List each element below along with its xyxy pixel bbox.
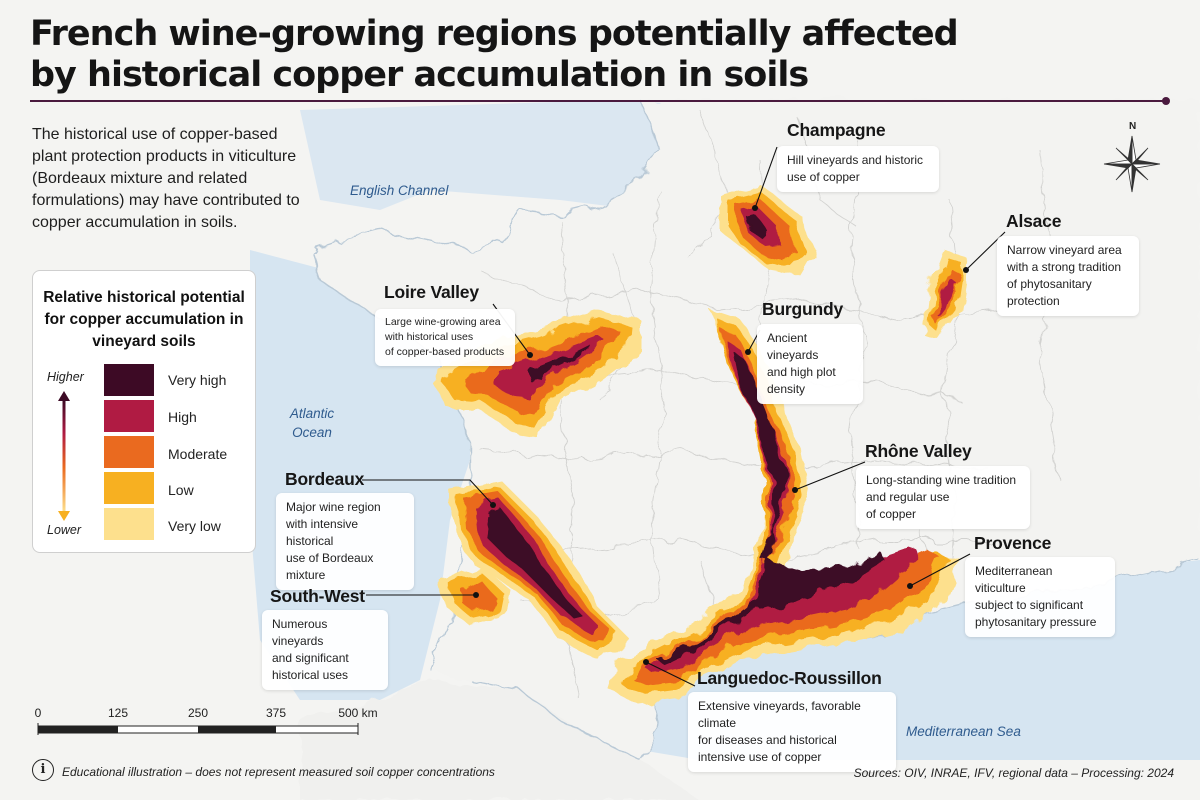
region-desc-line: use of copper xyxy=(787,170,860,184)
sources-note: Sources: OIV, INRAE, IFV, regional data … xyxy=(853,766,1174,780)
region-desc-line: and high plot xyxy=(767,365,836,379)
legend-swatch-low xyxy=(104,472,154,504)
region-card-loire-valley: Large wine-growing area with historical … xyxy=(375,309,515,366)
scale-label-250: 250 xyxy=(187,706,209,720)
legend-swatch-very-low xyxy=(104,508,154,540)
compass-north-label: N xyxy=(1129,121,1137,132)
region-name-south-west: South-West xyxy=(270,586,365,606)
region-desc-line: phytosanitary pressure xyxy=(975,615,1097,629)
region-name-burgundy: Burgundy xyxy=(762,299,844,319)
region-desc-line: Extensive vineyards, favorable climate xyxy=(698,699,861,730)
sea-label-atlantic-line-1: Atlantic xyxy=(289,406,335,421)
legend: Relative historical potential for copper… xyxy=(32,270,256,553)
region-desc-line: use of Bordeaux xyxy=(286,551,374,565)
legend-label-low: Low xyxy=(168,482,194,498)
region-card-provence: Mediterranean viticulture subject to sig… xyxy=(965,557,1115,637)
region-desc-line: Ancient vineyards xyxy=(767,331,819,362)
region-name-bordeaux: Bordeaux xyxy=(285,469,365,489)
region-desc-line: historical uses xyxy=(272,668,349,682)
region-desc-line: and regular use xyxy=(866,490,950,504)
region-desc-line: Mediterranean viticulture xyxy=(975,564,1053,595)
region-name-rhone-valley: Rhône Valley xyxy=(865,441,972,461)
region-desc-line: intensive use of copper xyxy=(698,750,822,764)
region-desc-line: Long-standing wine tradition xyxy=(866,473,1017,487)
region-desc-line: with intensive historical xyxy=(286,517,359,548)
region-desc-line: Large wine-growing area xyxy=(385,316,501,328)
region-desc-line: for diseases and historical xyxy=(698,733,837,747)
scale-label-0: 0 xyxy=(34,706,42,720)
region-desc-line: of copper-based products xyxy=(385,346,505,358)
scale-label-500km: 500 km xyxy=(338,706,378,720)
title-line-2: by historical copper accumulation in soi… xyxy=(30,55,809,95)
region-card-languedoc-roussillon: Extensive vineyards, favorable climate f… xyxy=(688,692,896,772)
sea-label-atlantic-line-2: Ocean xyxy=(292,425,332,440)
title-line-1: French wine-growing regions potentially … xyxy=(30,14,959,54)
region-desc-line: with a strong tradition xyxy=(1007,260,1122,274)
intro-text: The historical use of copper-based plant… xyxy=(32,126,300,231)
region-desc-line: protection xyxy=(1007,294,1060,308)
disclaimer-note: Educational illustration – does not repr… xyxy=(62,765,495,779)
sea-label-mediterranean: Mediterranean Sea xyxy=(906,724,1021,739)
legend-swatch-moderate xyxy=(104,436,154,468)
region-card-bordeaux: Major wine region with intensive histori… xyxy=(276,493,414,590)
legend-swatch-high xyxy=(104,400,154,432)
legend-label-high: High xyxy=(168,409,197,425)
region-name-loire-valley: Loire Valley xyxy=(384,282,479,302)
leader-dots xyxy=(473,205,969,665)
legend-swatch-very-high xyxy=(104,364,154,396)
info-icon: i xyxy=(32,759,54,781)
title-rule xyxy=(30,100,1168,102)
legend-lower-label: Lower xyxy=(47,523,82,537)
legend-higher-label: Higher xyxy=(47,370,84,384)
scale-label-375: 375 xyxy=(265,706,287,720)
scale-label-125: 125 xyxy=(107,706,129,720)
region-desc-line: Hill vineyards and historic xyxy=(787,153,924,167)
region-desc-line: Narrow vineyard area xyxy=(1007,243,1122,257)
region-card-burgundy: Ancient vineyards and high plot density xyxy=(757,324,863,404)
region-name-languedoc-roussillon: Languedoc-Roussillon xyxy=(697,668,882,688)
scale-bar-graphic xyxy=(37,723,359,735)
region-desc-line: and significant xyxy=(272,651,349,665)
page-title: French wine-growing regions potentially … xyxy=(30,14,1030,96)
region-desc-line: density xyxy=(767,382,806,396)
scale-bar: 0 125 250 375 500 km xyxy=(34,706,378,746)
legend-gradient-arrow xyxy=(58,391,70,521)
title-rule-dot xyxy=(1162,97,1170,105)
region-card-alsace: Narrow vineyard area with a strong tradi… xyxy=(997,236,1139,316)
legend-title: Relative historical potential for copper… xyxy=(43,289,245,350)
region-name-alsace: Alsace xyxy=(1006,211,1062,231)
compass-rose-icon xyxy=(1103,135,1161,193)
region-desc-line: subject to significant xyxy=(975,598,1084,612)
sea-label-english-channel: English Channel xyxy=(350,183,449,198)
region-desc-line: Numerous vineyards xyxy=(272,617,328,648)
region-desc-line: of phytosanitary xyxy=(1007,277,1092,291)
legend-label-very-high: Very high xyxy=(168,372,227,388)
region-desc-line: Major wine region xyxy=(286,500,381,514)
region-name-provence: Provence xyxy=(974,533,1052,553)
legend-label-moderate: Moderate xyxy=(168,446,228,462)
region-desc-line: mixture xyxy=(286,568,326,582)
region-desc-line: with historical uses xyxy=(385,331,474,343)
legend-label-very-low: Very low xyxy=(168,518,221,534)
region-card-south-west: Numerous vineyards and significant histo… xyxy=(262,610,388,690)
region-card-rhone-valley: Long-standing wine tradition and regular… xyxy=(856,466,1030,529)
region-desc-line: of copper xyxy=(866,507,917,521)
region-name-champagne: Champagne xyxy=(787,120,886,140)
sea-label-atlantic: Atlantic Ocean xyxy=(282,404,342,442)
region-card-champagne: Hill vineyards and historic use of coppe… xyxy=(777,146,939,192)
leader-lines xyxy=(362,146,1006,687)
